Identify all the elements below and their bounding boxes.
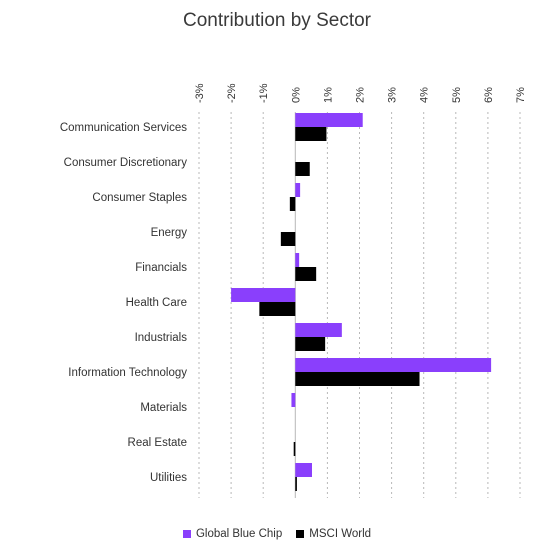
legend: Global Blue Chip MSCI World	[0, 528, 554, 540]
bar-global-blue-chip	[295, 358, 492, 372]
category-label: Energy	[151, 227, 188, 239]
legend-swatch-msci-world	[296, 530, 305, 538]
legend-swatch-global-blue-chip	[182, 530, 191, 538]
category-label: Information Technology	[68, 367, 187, 379]
x-tick-label: 1%	[322, 87, 334, 103]
x-tick-label: 0%	[290, 87, 302, 103]
x-tick-label: -2%	[226, 83, 238, 103]
bar-global-blue-chip	[295, 113, 363, 127]
legend-item-global-blue-chip[interactable]: Global Blue Chip	[182, 528, 283, 540]
bar-msci-world	[295, 337, 326, 351]
category-label: Communication Services	[60, 122, 187, 134]
bar-msci-world	[295, 127, 327, 141]
bar-msci-world	[295, 477, 297, 491]
bar-global-blue-chip	[231, 288, 296, 302]
bar-msci-world	[295, 162, 310, 176]
chart-title: Contribution by Sector	[183, 10, 371, 31]
x-tick-label: -3%	[194, 83, 206, 103]
x-axis-ticks: -3% -2% -1% 0% 1% 2% 3% 4% 5% 6% 7%	[194, 83, 527, 103]
x-tick-label: 2%	[355, 87, 367, 103]
category-labels: Communication Services Consumer Discretio…	[60, 122, 187, 484]
x-tick-label: 3%	[387, 87, 399, 103]
bar-msci-world	[289, 197, 296, 211]
category-label: Utilities	[150, 472, 187, 484]
bar-global-blue-chip	[295, 183, 301, 197]
category-label: Industrials	[135, 332, 188, 344]
bar-msci-world	[295, 372, 420, 386]
bar-global-blue-chip	[291, 393, 296, 407]
bar-msci-world	[295, 267, 317, 281]
x-tick-label: 7%	[515, 87, 527, 103]
bar-msci-world	[280, 232, 296, 246]
category-label: Consumer Discretionary	[64, 157, 188, 169]
category-label: Real Estate	[128, 437, 187, 449]
bars	[231, 113, 492, 491]
x-tick-label: 6%	[483, 87, 495, 103]
category-label: Financials	[135, 262, 187, 274]
bar-msci-world	[259, 302, 296, 316]
bar-global-blue-chip	[295, 253, 300, 267]
category-label: Consumer Staples	[92, 192, 187, 204]
bar-global-blue-chip	[295, 463, 312, 477]
x-tick-label: 4%	[419, 87, 431, 103]
category-label: Materials	[140, 402, 187, 414]
bar-global-blue-chip	[295, 323, 342, 337]
legend-label-global-blue-chip: Global Blue Chip	[195, 528, 283, 540]
x-tick-label: -1%	[258, 83, 270, 103]
grid-layer	[198, 112, 521, 498]
bar-msci-world	[293, 442, 296, 456]
legend-label-msci-world: MSCI World	[309, 528, 372, 540]
legend-item-msci-world[interactable]: MSCI World	[296, 528, 371, 540]
x-tick-label: 5%	[451, 87, 463, 103]
category-label: Health Care	[126, 297, 187, 309]
